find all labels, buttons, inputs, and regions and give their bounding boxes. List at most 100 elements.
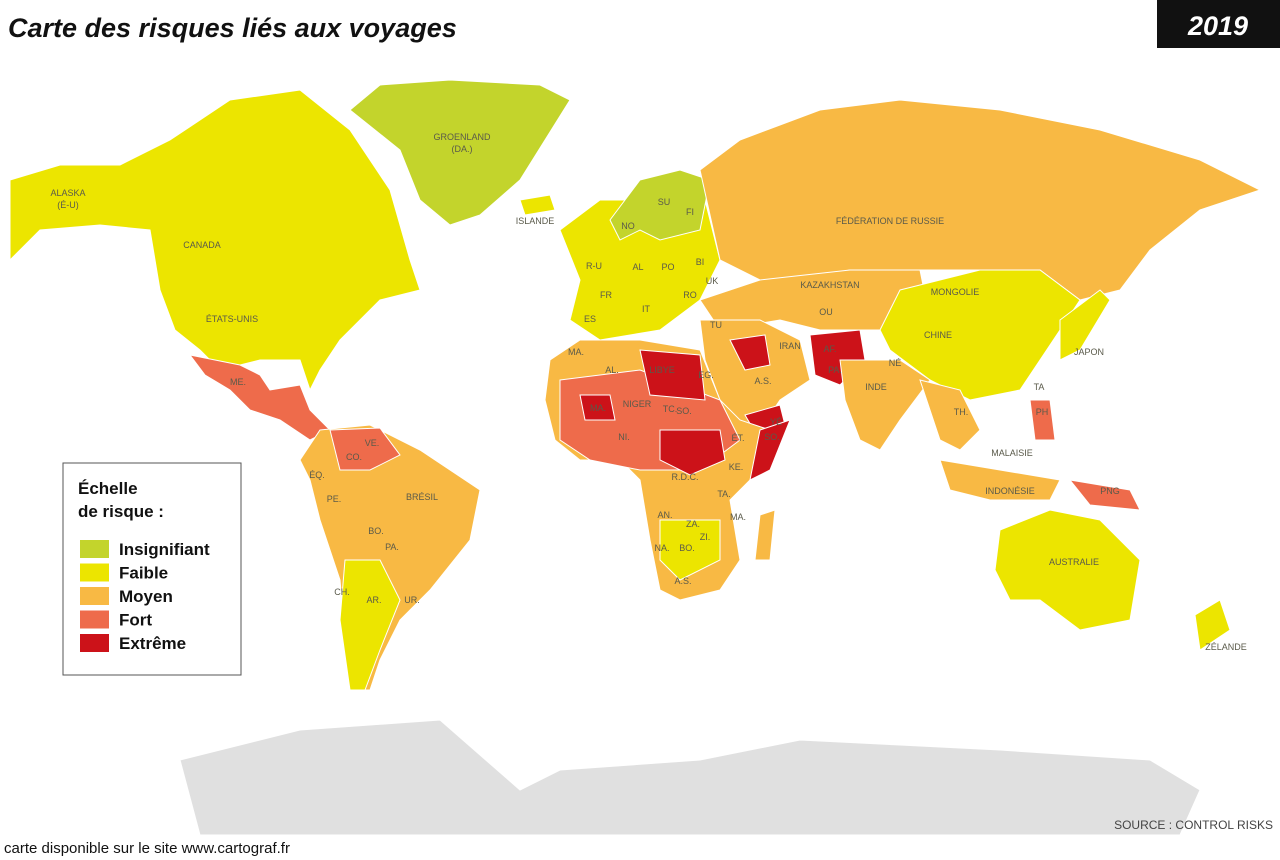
country-label: (É-U) [57,200,79,210]
madagascar [754,509,776,561]
country-label: BO. [368,526,384,536]
antarctica [179,719,1201,836]
country-label: TU [710,320,722,330]
country-label: FÉDÉRATION DE RUSSIE [836,216,944,226]
country-label: YÉ [770,417,782,427]
country-label: MALAISIE [991,448,1033,458]
legend-swatch [80,587,109,605]
country-label: CANADA [183,240,221,250]
country-label: PH [1036,407,1049,417]
country-label: TC. [663,404,678,414]
country-label: MA. [568,347,584,357]
india [839,359,931,451]
country-label: ZÉLANDE [1205,642,1247,652]
country-labels: GROENLAND (DA.) ALASKA (É-U) CANADA ÉTATS-UNI… [50,132,1246,652]
country-label: PA. [385,542,399,552]
country-label: AL. [605,365,619,375]
philippines [1029,399,1056,441]
country-label: ÉTATS-UNIS [206,314,258,324]
legend-label: Extrême [119,634,186,653]
country-label: NÉ [889,358,902,368]
iraq-syria [729,334,771,371]
year-box [1157,0,1280,48]
country-label: FR [600,290,612,300]
country-label: NO [621,221,635,231]
southern-cone [339,559,401,691]
country-label: NI. [618,432,630,442]
country-label: TA [1034,382,1045,392]
country-label: VE. [365,438,380,448]
country-label: SO. [676,406,692,416]
country-label: A.S. [754,376,771,386]
legend-label: Fort [119,611,152,630]
country-label: ME. [230,377,246,387]
country-label: UK [706,276,719,286]
country-label: TA. [717,489,730,499]
legend-label: Faible [119,564,168,583]
country-label: BI [696,257,705,267]
country-label: PO [661,262,674,272]
legend-label: Moyen [119,587,173,606]
legend-swatch [80,610,109,629]
sudan-car [659,429,726,476]
country-label: AF. [823,344,836,354]
legend-title: Échelle [78,479,138,498]
country-label: NIGER [623,399,652,409]
japan [1059,289,1111,361]
country-label: ÉQ. [309,470,325,480]
country-label: BRÉSIL [406,492,438,502]
country-label: ALASKA [50,188,85,198]
country-label: BO. [679,543,695,553]
legend-swatch [80,634,109,652]
country-label: PNG [1100,486,1120,496]
country-label: PE. [327,494,342,504]
footer: carte disponible sur le site www.cartogr… [4,840,290,857]
legend: Échelle de risque : Insignifiant Faible Mo… [62,462,242,676]
country-label: A.S. [674,576,691,586]
country-label: (DA.) [452,144,473,154]
country-label: R-U [586,261,602,271]
country-label: LIBYE [649,365,675,375]
country-label: KAZAKHSTAN [800,280,859,290]
south-america [299,424,481,691]
country-label: INDONÉSIE [985,486,1035,496]
country-label: PA. [828,365,842,375]
indonesia [939,459,1061,501]
new-zealand [1194,599,1231,651]
country-label: ZI. [700,532,711,542]
legend-label: Insignifiant [119,540,210,559]
southern-africa [659,519,721,581]
venezuela-colombia [329,427,401,471]
scandinavia [609,169,711,241]
country-label: ES [584,314,596,324]
country-label: AN. [657,510,672,520]
country-label: CO. [346,452,362,462]
country-label: TH. [954,407,969,417]
country-label: CH. [334,587,350,597]
country-label: AR. [366,595,381,605]
source: SOURCE : CONTROL RISKS [1114,818,1273,832]
country-label: INDE [865,382,887,392]
country-label: KE. [729,462,744,472]
libya [639,349,706,401]
country-label: MONGOLIE [931,287,980,297]
country-label: CHINE [924,330,952,340]
map-title: Carte des risques liés aux voyages [8,13,457,43]
country-label: SU [658,197,671,207]
australia [994,509,1141,631]
legend-swatch [80,540,109,558]
country-label: SO. [764,432,780,442]
china [879,269,1081,401]
legend-swatch [80,563,109,582]
country-label: ÉT. [731,433,744,443]
country-label: UR. [404,595,420,605]
iceland [519,194,556,216]
north-america [9,89,421,392]
country-label: AL [632,262,643,272]
mali [579,394,616,421]
country-label: ZA. [686,519,700,529]
legend-title: de risque : [78,502,164,521]
year: 2019 [1187,11,1248,41]
country-label: IT [642,304,651,314]
